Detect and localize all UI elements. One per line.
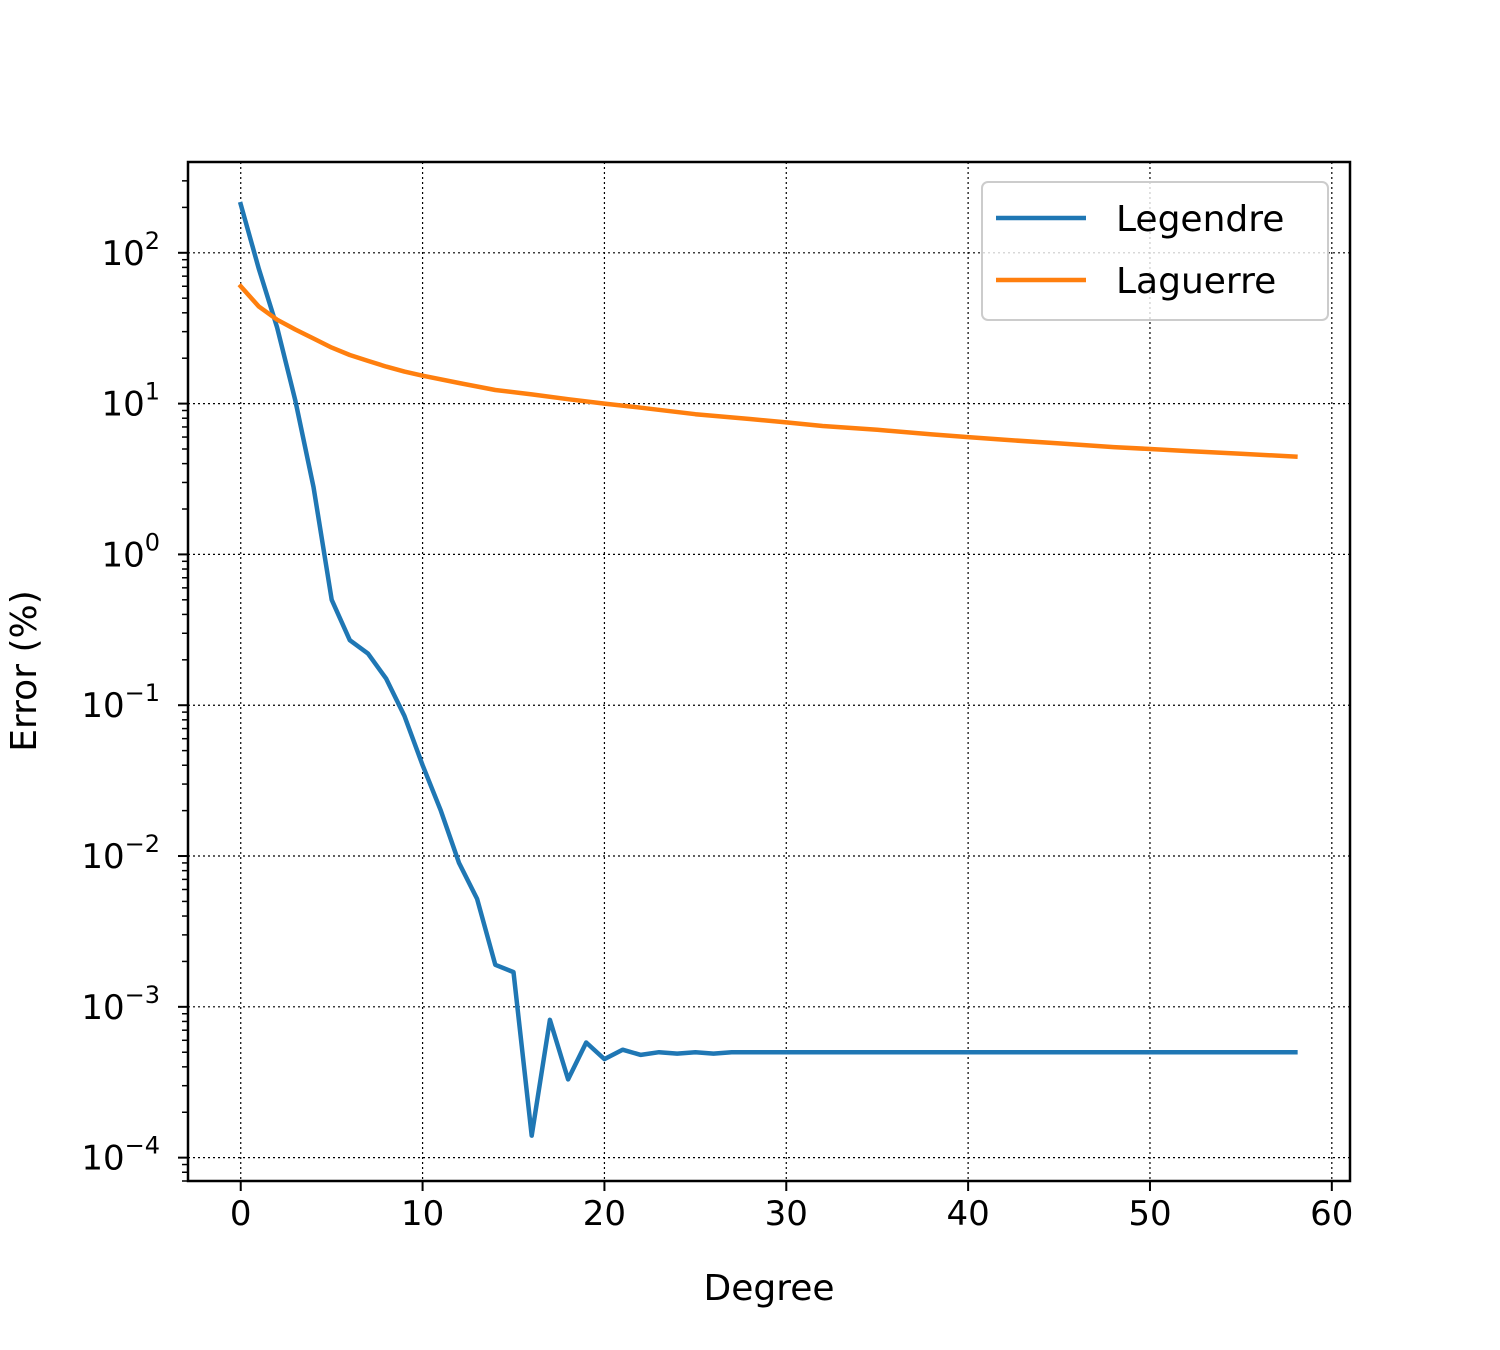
legend-label-legendre: Legendre [1116, 199, 1284, 240]
legend-label-laguerre: Laguerre [1116, 261, 1276, 302]
y-tick-label: 10−2 [81, 830, 160, 877]
x-tick-label: 20 [583, 1194, 626, 1234]
x-tick-label: 30 [765, 1194, 808, 1234]
grid-lines [188, 162, 1350, 1181]
y-tick-label: 10−3 [81, 981, 160, 1028]
y-tick-label: 102 [101, 227, 160, 274]
tick-labels: 0 10 20 30 40 50 60 10−4 10−3 10−2 10−1 100 101 102 [81, 227, 1353, 1234]
series-line-laguerre [237, 283, 1298, 459]
legend: Legendre Laguerre [981, 181, 1329, 321]
axis-ticks [178, 180, 1333, 1191]
x-tick-label: 60 [1310, 1194, 1353, 1234]
series-line-legendre [237, 201, 1298, 1138]
x-tick-label: 10 [401, 1194, 444, 1234]
x-tick-label: 40 [946, 1194, 989, 1234]
x-tick-label: 50 [1128, 1194, 1171, 1234]
y-axis-label: Error (%) [4, 590, 45, 752]
x-tick-label: 0 [230, 1194, 252, 1234]
y-tick-label: 100 [101, 528, 160, 575]
plot-frame [186, 160, 1352, 1183]
x-axis-label: Degree [703, 1268, 834, 1309]
y-tick-label: 101 [101, 378, 160, 425]
y-tick-label: 10−4 [81, 1132, 160, 1179]
y-tick-label: 10−1 [81, 679, 160, 726]
series-lines [237, 201, 1298, 1138]
